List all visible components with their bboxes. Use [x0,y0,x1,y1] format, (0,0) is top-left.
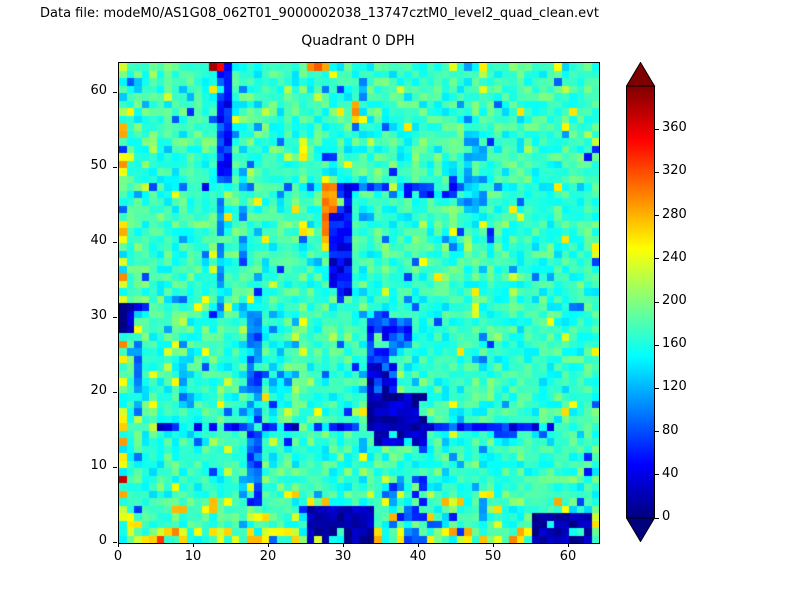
x-tick-label: 0 [113,549,123,564]
y-tick-mark [113,91,117,93]
datafile-label: Data file: modeM0/AS1G08_062T01_90000020… [40,6,599,21]
colorbar-tick-mark [655,517,659,519]
colorbar-tick-label: 120 [662,379,687,395]
y-tick-mark [113,316,117,318]
colorbar-tick-label: 40 [662,465,679,481]
colorbar-tick-label: 0 [662,509,671,524]
colorbar-tick-label: 240 [662,249,687,265]
colorbar-tick-mark [655,128,659,130]
x-tick-label: 10 [184,549,202,564]
y-tick-mark [113,466,117,468]
colorbar-under-arrow [626,517,656,542]
y-tick-label: 50 [90,158,107,173]
colorbar-tick-mark [655,171,659,173]
y-tick-mark [113,541,117,543]
y-tick-label: 60 [90,83,107,98]
x-tick-mark [417,543,419,547]
colorbar [626,62,656,542]
colorbar-tick-mark [655,474,659,476]
x-tick-label: 50 [484,549,502,564]
colorbar-tick-label: 320 [662,163,687,179]
colorbar-tick-label: 80 [662,422,679,438]
x-tick-label: 30 [334,549,352,564]
y-tick-label: 0 [98,533,107,548]
y-tick-mark [113,166,117,168]
y-tick-label: 20 [90,383,107,398]
colorbar-tick-mark [655,344,659,346]
heatmap-plot-area [118,62,600,544]
colorbar-tick-mark [655,431,659,433]
colorbar-tick-mark [655,387,659,389]
y-tick-label: 10 [90,458,107,473]
y-tick-label: 40 [90,233,107,248]
colorbar-tick-label: 280 [662,206,687,222]
colorbar-tick-mark [655,258,659,260]
x-tick-label: 40 [409,549,427,564]
colorbar-gradient [626,85,655,519]
colorbar-tick-label: 360 [662,120,687,136]
x-tick-label: 60 [559,549,577,564]
y-tick-label: 30 [90,308,107,323]
x-tick-mark [267,543,269,547]
colorbar-over-arrow [626,62,656,87]
heatmap-canvas [119,63,599,543]
chart-title: Quadrant 0 DPH [301,33,415,49]
x-tick-mark [492,543,494,547]
x-tick-mark [192,543,194,547]
colorbar-tick-mark [655,301,659,303]
x-tick-mark [117,543,119,547]
y-tick-mark [113,391,117,393]
colorbar-tick-label: 200 [662,293,687,308]
colorbar-tick-label: 160 [662,336,687,352]
colorbar-tick-mark [655,215,659,217]
x-tick-mark [342,543,344,547]
x-tick-mark [567,543,569,547]
x-tick-label: 20 [259,549,277,564]
y-tick-mark [113,241,117,243]
